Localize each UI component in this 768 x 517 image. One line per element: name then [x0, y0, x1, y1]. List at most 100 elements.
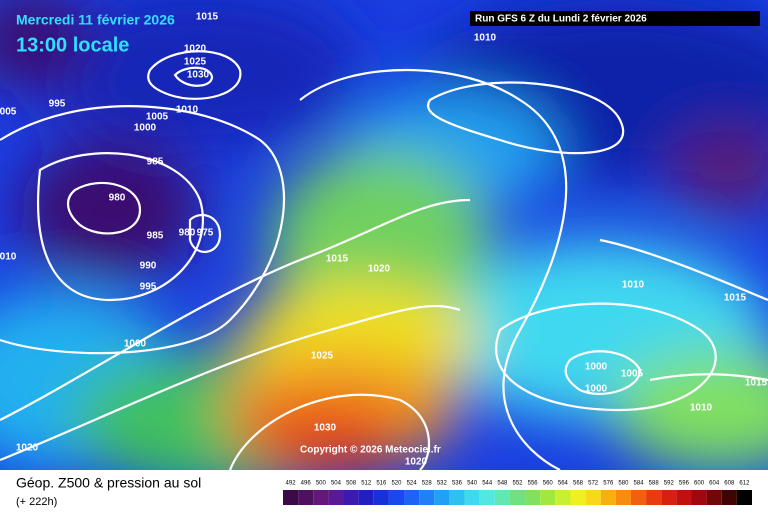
isobar-label: 010	[0, 252, 17, 263]
isobar-label: 980	[179, 228, 196, 239]
isobar-label: 995	[49, 99, 66, 110]
scale-swatch	[358, 490, 374, 505]
scale-label: 572	[588, 481, 599, 487]
scale-label: 520	[391, 481, 402, 487]
isobar-label: 1030	[314, 423, 337, 434]
scale-label: 552	[512, 481, 523, 487]
isobar-label: 1020	[16, 443, 39, 454]
isobar-label: 1020	[184, 44, 207, 55]
scale-swatch	[449, 490, 465, 505]
isobar-label: 1015	[724, 293, 747, 304]
isobar-label: 1015	[196, 12, 219, 23]
scale-label: 496	[301, 481, 312, 487]
isobar-label: 1015	[745, 378, 768, 389]
scale-swatch	[509, 490, 526, 505]
scale-label: 608	[724, 481, 735, 487]
isobar-label: 1010	[690, 403, 713, 414]
scale-label: 536	[452, 481, 463, 487]
map-title: Géop. Z500 & pression au sol	[16, 475, 201, 491]
isobar-label: 1020	[405, 457, 428, 468]
geopotential-field	[0, 0, 768, 470]
isobar-label: 1010	[622, 280, 645, 291]
scale-swatch	[328, 490, 344, 505]
isobar-label: 975	[197, 228, 214, 239]
scale-swatch	[298, 490, 314, 505]
scale-label: 492	[286, 481, 297, 487]
scale-label: 516	[376, 481, 387, 487]
scale-label: 576	[603, 481, 614, 487]
isobar-label: 1010	[176, 105, 199, 116]
isobar-label: 1010	[474, 33, 497, 44]
scale-swatch	[661, 490, 677, 505]
scale-label: 596	[679, 481, 690, 487]
scale-swatch	[570, 490, 586, 505]
scale-swatch	[585, 490, 601, 505]
scale-swatch	[313, 490, 329, 505]
scale-swatch	[676, 490, 692, 505]
isobar-label: 1000	[124, 339, 147, 350]
scale-swatch	[555, 490, 571, 505]
isobar-label: 990	[140, 261, 157, 272]
run-banner	[470, 11, 760, 26]
isobar-label: 1020	[368, 264, 391, 275]
scale-swatch	[600, 490, 616, 505]
scale-swatch	[343, 490, 359, 505]
lead-time: (+ 222h)	[16, 496, 57, 508]
scale-label: 580	[618, 481, 629, 487]
isobar-label: 1000	[585, 384, 608, 395]
isobar-label: 985	[147, 231, 164, 242]
scale-swatch	[691, 490, 707, 505]
scale-label: 592	[664, 481, 675, 487]
scale-swatch	[388, 490, 405, 505]
run-info: Run GFS 6 Z du Lundi 2 février 2026	[475, 14, 647, 25]
scale-swatch	[283, 490, 299, 505]
scale-swatch	[540, 490, 556, 505]
scale-label: 604	[709, 481, 720, 487]
isobar-label: 1005	[146, 112, 169, 123]
isobar-label: 1000	[134, 123, 157, 134]
isobar-label: 1025	[184, 57, 207, 68]
forecast-date: Mercredi 11 février 2026	[16, 12, 175, 28]
scale-label: 508	[346, 481, 357, 487]
scale-swatch	[630, 490, 647, 505]
scale-swatch	[419, 490, 435, 505]
scale-swatch	[706, 490, 722, 505]
scale-swatch	[494, 490, 510, 505]
isobar-label: 005	[0, 107, 17, 118]
scale-label: 532	[437, 481, 448, 487]
scale-label: 512	[361, 481, 372, 487]
scale-label: 528	[422, 481, 433, 487]
isobar-label: 995	[140, 282, 157, 293]
scale-label: 568	[573, 481, 584, 487]
scale-swatch	[479, 490, 495, 505]
scale-swatch	[721, 490, 737, 505]
isobar-label: 985	[147, 157, 164, 168]
scale-label: 540	[467, 481, 478, 487]
scale-swatch	[646, 490, 662, 505]
isobar-label: 1000	[585, 362, 608, 373]
isobars	[0, 50, 768, 470]
scale-label: 524	[407, 481, 418, 487]
copyright: Copyright © 2026 Meteociel.fr	[300, 445, 441, 456]
isobar-label: 1005	[621, 369, 644, 380]
scale-label: 560	[543, 481, 554, 487]
scale-swatch	[434, 490, 450, 505]
scale-label: 500	[316, 481, 327, 487]
scale-label: 600	[694, 481, 705, 487]
scale-label: 544	[482, 481, 493, 487]
scale-label: 612	[739, 481, 750, 487]
scale-swatch	[373, 490, 389, 505]
scale-label: 588	[649, 481, 660, 487]
scale-swatch	[404, 490, 420, 505]
isobar-label: 1015	[326, 254, 349, 265]
scale-label: 504	[331, 481, 342, 487]
scale-label: 564	[558, 481, 569, 487]
forecast-time: 13:00 locale	[16, 34, 129, 56]
scale-swatch	[464, 490, 480, 505]
scale-swatch	[615, 490, 631, 505]
isobar-label: 980	[109, 193, 126, 204]
isobar-label: 1025	[311, 351, 334, 362]
scale-swatch	[525, 490, 541, 505]
scale-swatch	[736, 490, 752, 505]
